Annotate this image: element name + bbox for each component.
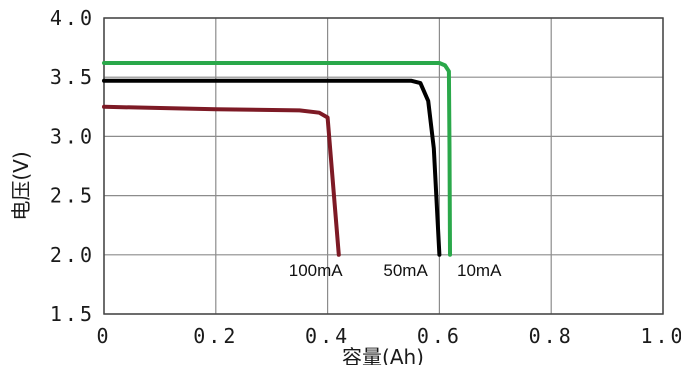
annotation-label: 50mA bbox=[383, 261, 428, 280]
y-tick-labels: 1.5 2.0 2.5 3.0 3.5 4.0 bbox=[50, 6, 95, 326]
series-group bbox=[102, 61, 452, 257]
x-tick-label: 0.6 bbox=[417, 324, 462, 348]
series-line-10mA bbox=[102, 61, 452, 257]
x-tick-label: 1.0 bbox=[640, 324, 681, 348]
y-tick-label: 2.5 bbox=[50, 184, 95, 208]
x-tick-label: 0 bbox=[96, 324, 111, 348]
x-axis-label: 容量(Ah) bbox=[342, 345, 424, 365]
y-tick-label: 3.0 bbox=[50, 124, 95, 148]
annotations: 100mA 50mA 10mA bbox=[289, 261, 502, 280]
y-tick-label: 2.0 bbox=[50, 243, 95, 267]
x-tick-label: 0.8 bbox=[529, 324, 574, 348]
x-tick-label: 0.2 bbox=[193, 324, 238, 348]
y-tick-label: 3.5 bbox=[50, 65, 95, 89]
annotation-label: 100mA bbox=[289, 261, 344, 280]
series-line-50mA bbox=[102, 78, 442, 257]
x-tick-labels: 0 0.2 0.4 0.6 0.8 1.0 bbox=[96, 324, 681, 348]
series-line-100mA bbox=[102, 104, 341, 257]
y-axis-label: 电压(V) bbox=[9, 151, 33, 220]
annotation-label: 10mA bbox=[457, 261, 502, 280]
plot-frame bbox=[103, 17, 664, 315]
y-tick-label: 4.0 bbox=[50, 6, 95, 30]
y-tick-label: 1.5 bbox=[50, 302, 95, 326]
x-tick-label: 0.4 bbox=[305, 324, 350, 348]
